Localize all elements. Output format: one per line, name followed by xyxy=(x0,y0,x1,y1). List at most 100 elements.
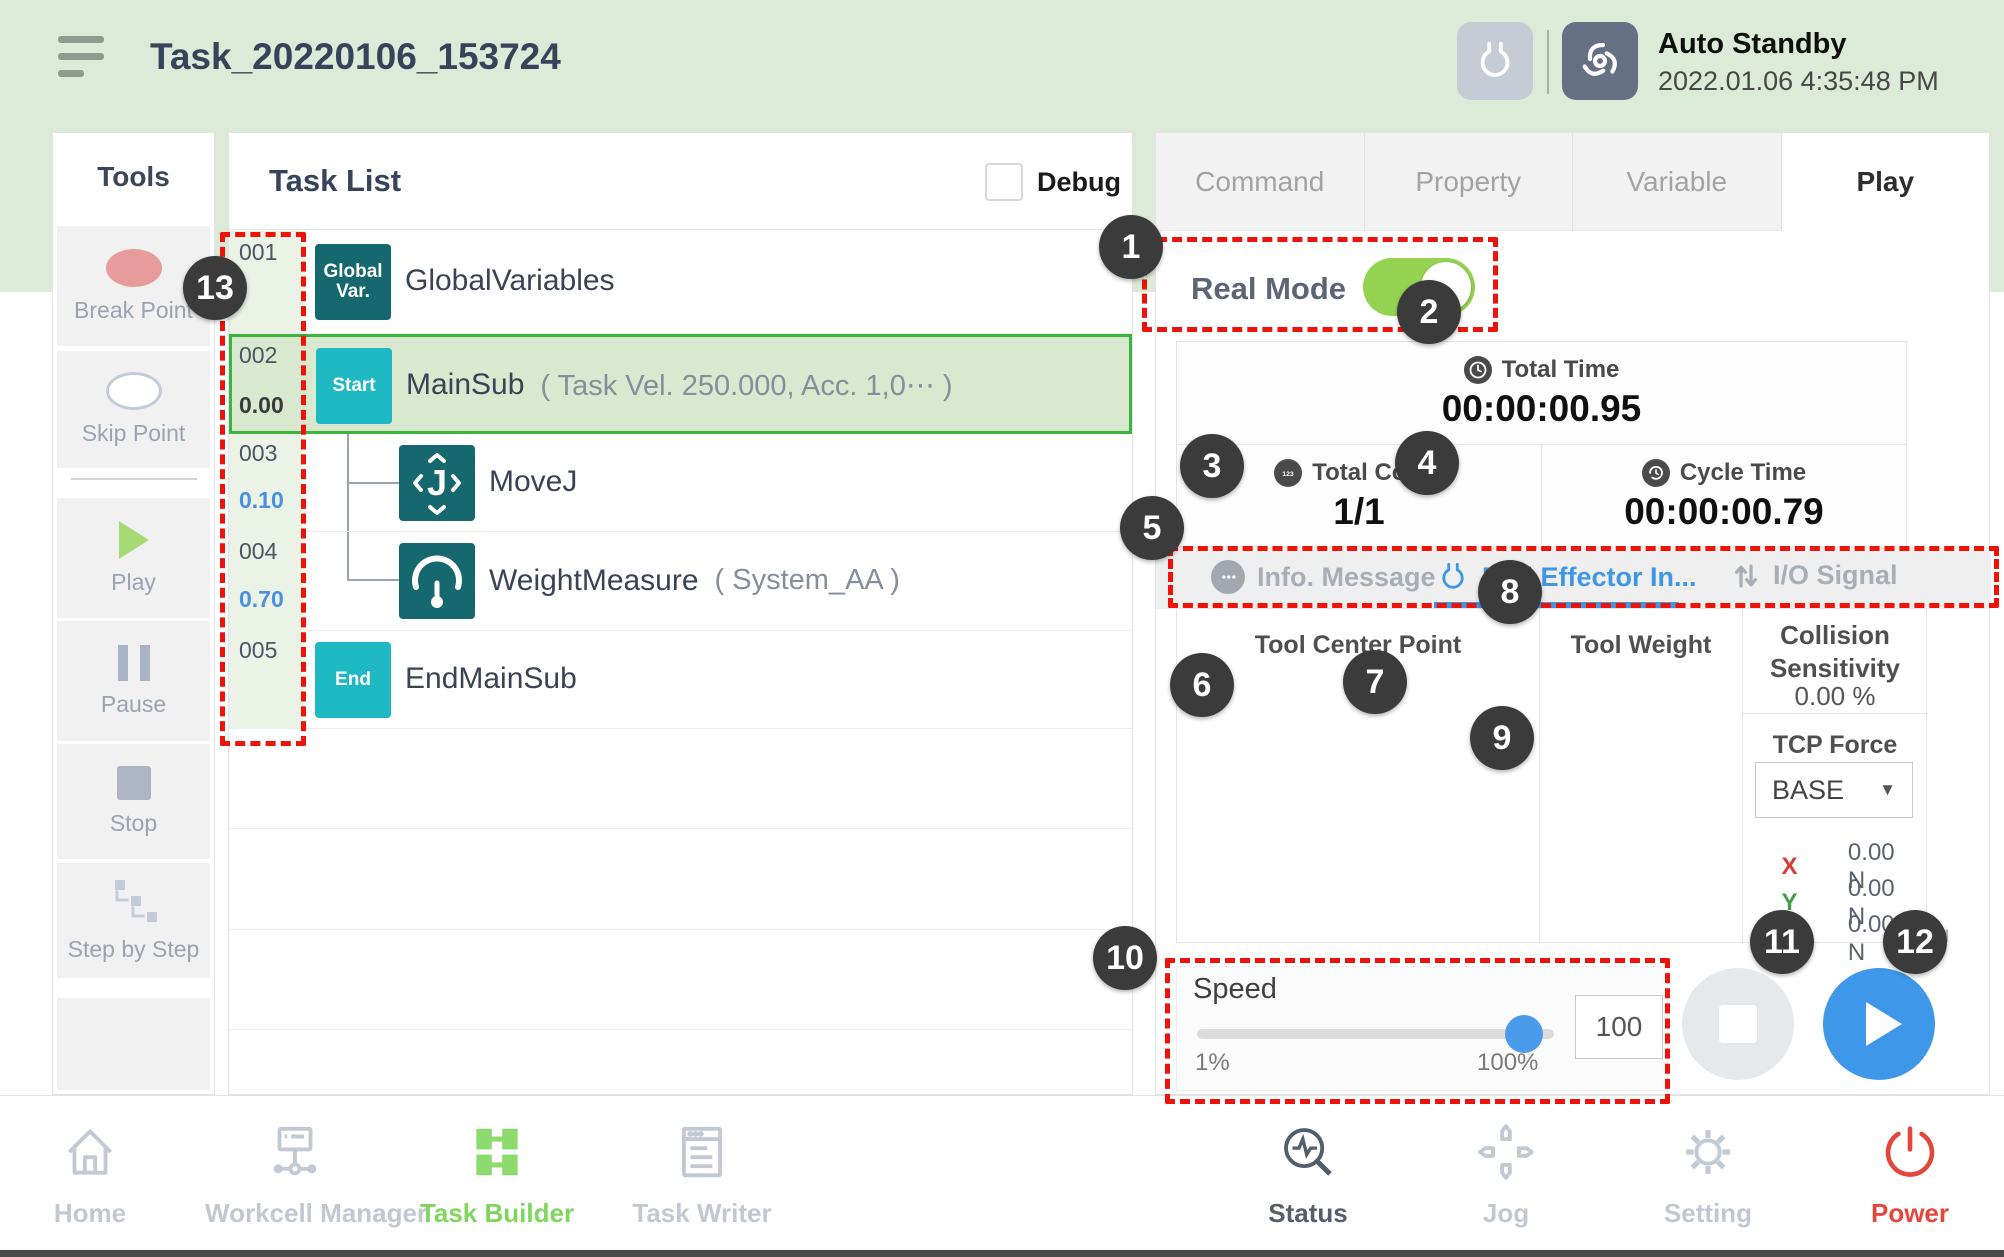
tree-connector-branch-1 xyxy=(347,482,399,484)
gripper-mode-button[interactable] xyxy=(1457,22,1533,100)
cycle-time-cell: Cycle Time 00:00:00.79 xyxy=(1624,459,1824,532)
skip-point-button[interactable]: Skip Point xyxy=(57,351,210,468)
speed-label: Speed xyxy=(1193,973,1277,1005)
nav-jog[interactable]: Jog xyxy=(1416,1116,1596,1229)
swirl-icon xyxy=(1582,42,1617,76)
datetime-label: 2022.01.06 4:35:48 PM xyxy=(1658,66,1939,96)
task-row-weightmeasure[interactable]: 004 0.70 WeightMeasure ( System_AA ) xyxy=(229,532,1132,631)
task-row-mainsub[interactable]: 002 0.00 Start MainSub ( Task Vel. 250.0… xyxy=(229,334,1132,434)
stop-icon xyxy=(116,766,151,800)
tools-divider xyxy=(71,478,197,480)
collision-sensitivity-label: Collision Sensitivity xyxy=(1769,620,1901,683)
nav-task-writer[interactable]: Task Writer xyxy=(612,1116,792,1229)
play-button[interactable] xyxy=(1823,968,1935,1080)
speed-slider-track[interactable] xyxy=(1197,1029,1554,1039)
tab-property[interactable]: Property xyxy=(1364,133,1573,231)
tab-io-signal[interactable]: I/O Signal xyxy=(1731,560,1898,591)
right-panel-tabs: Command Property Variable Play xyxy=(1156,133,1989,231)
tree-connector-vertical xyxy=(347,434,349,581)
annotation-rect-real-mode xyxy=(1142,237,1498,332)
nav-setting[interactable]: Setting xyxy=(1618,1116,1798,1229)
message-icon xyxy=(1211,560,1245,594)
total-time-value: 00:00:00.95 xyxy=(1441,388,1642,429)
setting-icon xyxy=(1618,1116,1798,1188)
speed-box: Speed 1% 100% 100 xyxy=(1176,966,1668,1091)
skip-point-icon xyxy=(105,372,162,410)
tab-info-message[interactable]: Info. Message xyxy=(1211,560,1436,594)
page-title: Task_20220106_153724 xyxy=(150,36,561,77)
global-var-icon: Global Var. xyxy=(315,244,391,320)
tab-play[interactable]: Play xyxy=(1781,133,1989,231)
speed-slider-thumb[interactable] xyxy=(1505,1015,1543,1053)
annotation-badge-13: 13 xyxy=(183,256,247,320)
nav-home[interactable]: Home xyxy=(0,1116,180,1229)
debug-label: Debug xyxy=(1037,167,1121,197)
stop-button[interactable] xyxy=(1682,968,1794,1080)
power-icon xyxy=(1820,1116,2000,1188)
annotation-badge-2: 2 xyxy=(1397,280,1461,344)
cycle-time-value: 00:00:00.79 xyxy=(1624,491,1824,532)
bottom-nav: Home Workcell Manager Task Builder Task … xyxy=(0,1095,2004,1250)
annotation-badge-12: 12 xyxy=(1883,910,1947,974)
total-count-value: 1/1 xyxy=(1333,491,1385,532)
play-icon xyxy=(1866,1002,1902,1046)
sub-column-divider xyxy=(1743,713,1928,714)
tree-connector-branch-2 xyxy=(347,579,399,581)
movej-icon: J xyxy=(399,445,475,521)
break-point-icon xyxy=(105,248,162,287)
annotation-badge-4: 4 xyxy=(1395,431,1459,495)
chevron-down-icon: ▼ xyxy=(1879,780,1896,799)
column-divider xyxy=(1742,609,1743,944)
io-signal-icon xyxy=(1735,563,1757,588)
end-effector-content: Tool Center Point Tool Weight Collision … xyxy=(1176,608,1928,966)
annotation-badge-9: 9 xyxy=(1470,706,1534,770)
tools-pause-button[interactable]: Pause xyxy=(57,621,210,741)
annotation-badge-3: 3 xyxy=(1180,434,1244,498)
step-by-step-button[interactable]: Step by Step xyxy=(57,863,210,978)
auto-mode-button[interactable] xyxy=(1562,22,1638,100)
tools-play-button[interactable]: Play xyxy=(57,498,210,618)
right-panel: Command Property Variable Play Real Mode… xyxy=(1155,132,1991,1095)
speed-value-input[interactable]: 100 xyxy=(1575,995,1663,1059)
info-tab-bar: Info. Message End Effector In... I/O Sig… xyxy=(1156,547,1991,609)
collision-sensitivity-value: 0.00 % xyxy=(1794,681,1876,711)
nav-task-builder[interactable]: Task Builder xyxy=(407,1116,587,1229)
nav-workcell-manager[interactable]: Workcell Manager xyxy=(205,1116,427,1229)
tools-empty-slot xyxy=(57,998,210,1090)
tcp-force-frame-select[interactable]: BASE ▼ xyxy=(1755,762,1913,818)
step-by-step-icon xyxy=(114,880,157,922)
status-icon xyxy=(1218,1116,1398,1188)
debug-checkbox[interactable] xyxy=(985,163,1023,201)
column-divider xyxy=(1539,609,1540,944)
annotation-badge-10: 10 xyxy=(1093,926,1157,990)
empty-row-divider xyxy=(229,1029,1134,1030)
screen-bottom-strip xyxy=(0,1250,2004,1257)
task-row-globalvariables[interactable]: 001 Global Var. GlobalVariables xyxy=(229,231,1132,334)
gripper-icon xyxy=(1480,41,1510,77)
tools-stop-button[interactable]: Stop xyxy=(57,744,210,859)
task-row-endmainsub[interactable]: 005 End EndMainSub xyxy=(229,631,1132,729)
svg-text:123: 123 xyxy=(1283,471,1295,478)
cycle-time-icon xyxy=(1641,459,1670,487)
line-number-column xyxy=(229,231,303,729)
workcell-manager-icon xyxy=(205,1116,385,1188)
tcp-force-label: TCP Force xyxy=(1772,731,1898,759)
task-list-title: Task List xyxy=(269,163,402,198)
task-writer-icon xyxy=(612,1116,792,1188)
tab-variable[interactable]: Variable xyxy=(1573,133,1782,231)
empty-row-divider xyxy=(229,929,1134,930)
tcp-force-y-row: Y 0.00 N xyxy=(1781,875,1895,930)
speed-min-label: 1% xyxy=(1195,1049,1230,1076)
header-divider xyxy=(1547,30,1549,94)
pause-icon xyxy=(117,644,150,681)
robot-mode-label: Auto Standby xyxy=(1658,28,1847,60)
tab-command[interactable]: Command xyxy=(1156,133,1365,231)
annotation-rect-info-tabs xyxy=(1168,546,1999,608)
task-row-movej[interactable]: 003 0.10 J MoveJ xyxy=(229,434,1132,532)
nav-power[interactable]: Power xyxy=(1820,1116,2000,1229)
task-list-panel: Task List Debug 001 Global Var. GlobalVa… xyxy=(228,132,1134,1095)
nav-status[interactable]: Status xyxy=(1218,1116,1398,1229)
annotation-rect-line-numbers xyxy=(220,232,306,746)
hamburger-menu-icon[interactable] xyxy=(58,36,106,77)
